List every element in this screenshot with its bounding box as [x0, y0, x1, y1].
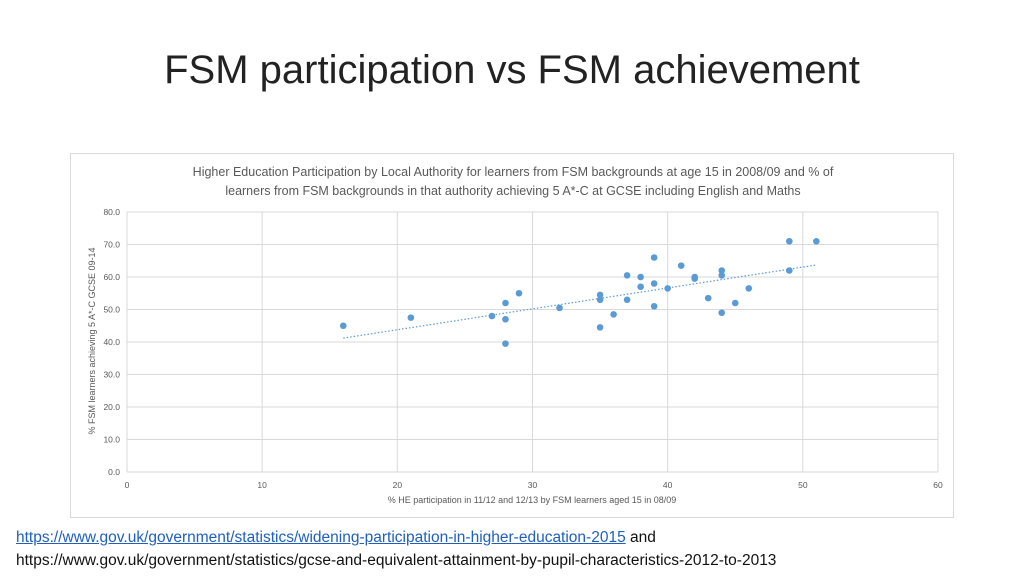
- y-tick-label: 60.0: [103, 272, 120, 282]
- y-tick-label: 30.0: [103, 370, 120, 380]
- data-point: [718, 267, 726, 274]
- data-point: [502, 340, 509, 347]
- data-point: [650, 254, 658, 261]
- scatter-chart: Higher Education Participation by Local …: [87, 165, 943, 505]
- y-tick-label: 50.0: [103, 305, 120, 315]
- axis-ticks: 0.0 10.0 20.0 30.0 40.0 50.0 60.0 70.0 80.0 0 10 20…: [103, 207, 943, 490]
- y-tick-label: 10.0: [103, 435, 120, 445]
- data-point: [677, 262, 685, 269]
- data-point: [596, 296, 604, 304]
- x-tick-label: 0: [125, 480, 130, 490]
- sources-line-1: https://www.gov.uk/government/statistics…: [16, 526, 1016, 549]
- data-point: [813, 237, 820, 245]
- x-tick-label: 10: [257, 480, 267, 490]
- chart-title-line-1: Higher Education Participation by Local …: [193, 165, 834, 179]
- x-tick-label: 60: [933, 480, 943, 490]
- data-point: [596, 324, 604, 331]
- chart-title-line-2: learners from FSM backgrounds in that au…: [225, 184, 800, 198]
- sources-and-text: and: [630, 529, 656, 546]
- trendline-group: [343, 264, 817, 339]
- x-tick-label: 50: [798, 480, 808, 490]
- y-axis-label: % FSM learners achieving 5 A*-C GCSE 09-…: [87, 247, 97, 434]
- data-point: [596, 291, 604, 299]
- data-point: [718, 272, 726, 279]
- x-axis-label: % HE participation in 11/12 and 12/13 by…: [388, 495, 677, 505]
- data-point: [502, 299, 509, 307]
- data-point: [650, 302, 658, 310]
- data-point: [488, 312, 496, 320]
- data-point: [556, 304, 563, 312]
- x-tick-label: 20: [393, 480, 403, 490]
- data-point: [704, 294, 712, 302]
- y-tick-label: 80.0: [103, 207, 120, 217]
- source-gcse-url: https://www.gov.uk/government/statistics…: [16, 552, 777, 569]
- chart-area: Higher Education Participation by Local …: [70, 153, 954, 518]
- data-point: [664, 285, 671, 292]
- data-point: [623, 272, 631, 279]
- data-point: [786, 237, 793, 245]
- data-point: [691, 275, 698, 282]
- data-point: [637, 273, 644, 281]
- data-point: [515, 289, 523, 297]
- gridlines: [126, 211, 939, 473]
- sources: https://www.gov.uk/government/statistics…: [16, 526, 1016, 572]
- data-point: [731, 299, 739, 307]
- data-point: [407, 314, 415, 321]
- y-tick-label: 20.0: [103, 402, 120, 412]
- data-point: [718, 309, 726, 317]
- data-point: [502, 315, 509, 323]
- data-point: [339, 322, 347, 330]
- source-link-he[interactable]: https://www.gov.uk/government/statistics…: [16, 529, 626, 546]
- y-tick-label: 0.0: [108, 467, 120, 477]
- data-points: [339, 237, 820, 347]
- x-tick-label: 30: [528, 480, 538, 490]
- data-point: [637, 283, 644, 291]
- x-tick-label: 40: [663, 480, 673, 490]
- slide-title: FSM participation vs FSM achievement: [164, 48, 860, 92]
- trendline: [343, 264, 817, 339]
- y-tick-label: 70.0: [103, 240, 120, 250]
- data-point: [623, 296, 631, 304]
- data-point: [610, 311, 617, 318]
- data-point: [745, 285, 753, 292]
- data-point: [786, 267, 793, 274]
- data-point: [650, 280, 658, 287]
- y-tick-label: 40.0: [103, 337, 120, 347]
